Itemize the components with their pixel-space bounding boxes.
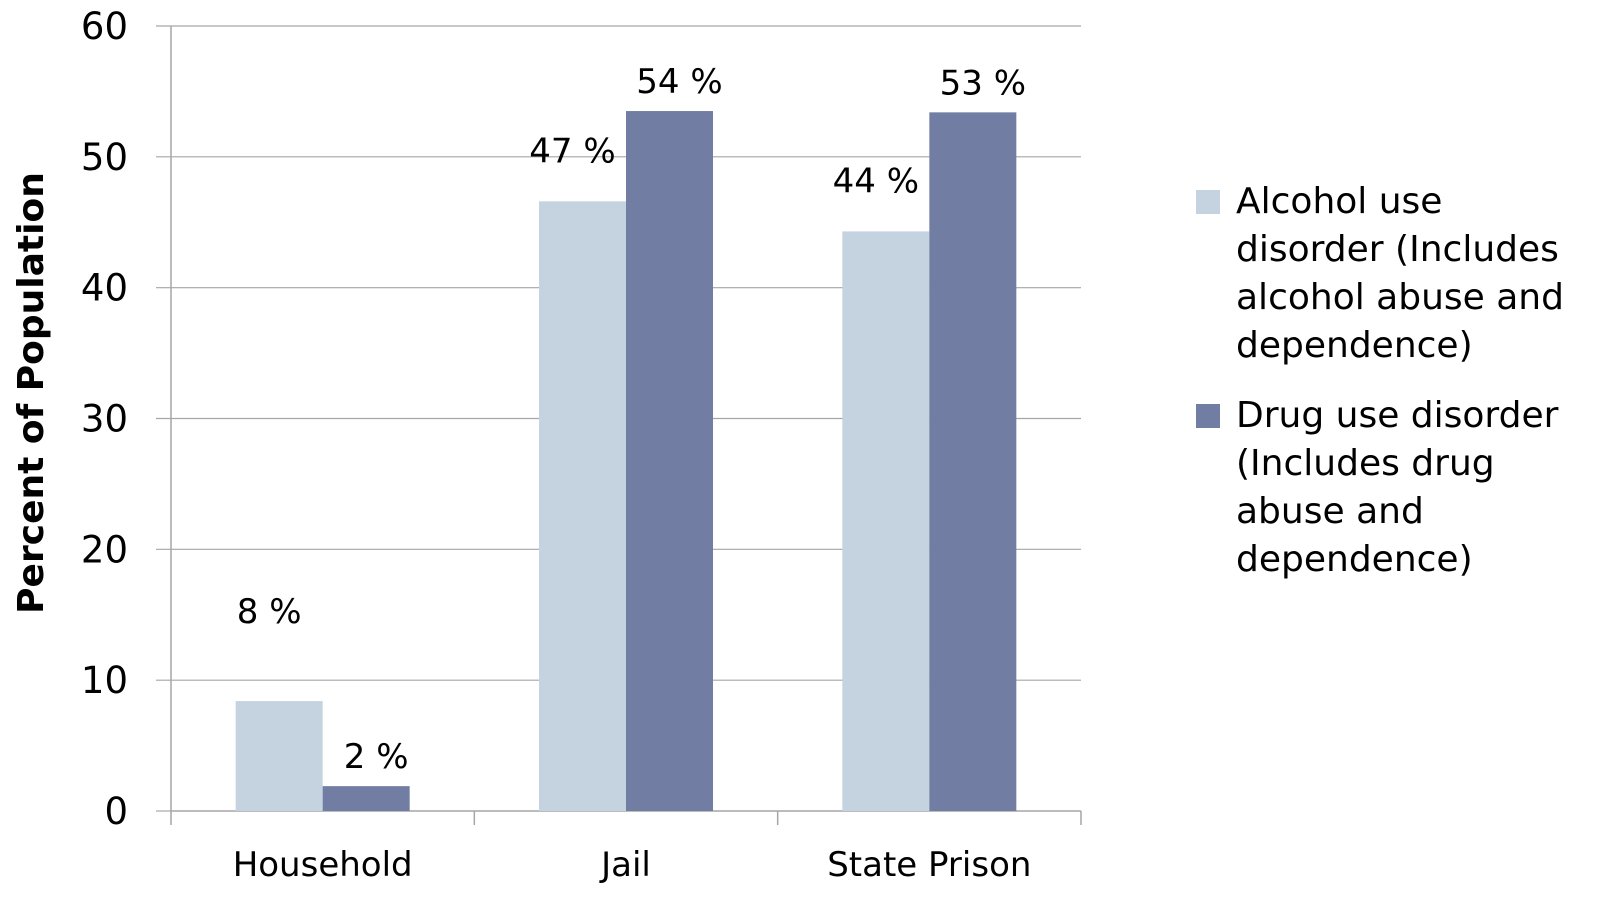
- bar-drug: [322, 786, 410, 811]
- data-label: 53 %: [940, 63, 1026, 103]
- legend: Alcohol use disorder (Includes alcohol a…: [1196, 178, 1596, 584]
- x-tick-label: Jail: [599, 845, 651, 885]
- y-axis-label: Percent of Population: [11, 172, 52, 614]
- data-labels: 8 % 2 % 47 % 54 % 44 % 53 %: [237, 62, 1026, 777]
- bar-alcohol: [235, 701, 323, 811]
- y-tick-label: 20: [81, 528, 128, 571]
- legend-swatch: [1196, 190, 1220, 214]
- bars: [235, 111, 1017, 812]
- x-tick-label: Household: [233, 845, 413, 885]
- data-label: 47 %: [529, 131, 615, 171]
- y-tick-label: 50: [81, 136, 128, 179]
- y-tick-label: 10: [81, 659, 128, 702]
- y-tick-label: 30: [81, 398, 128, 441]
- y-tick-label: 40: [81, 267, 128, 310]
- legend-swatch: [1196, 404, 1220, 428]
- legend-label: Drug use disorder (Includes drug abuse a…: [1236, 395, 1559, 580]
- x-tick-labels: Household Jail State Prison: [233, 845, 1032, 885]
- legend-item: Alcohol use disorder (Includes alcohol a…: [1196, 178, 1596, 370]
- data-label: 8 %: [237, 592, 302, 632]
- legend-item: Drug use disorder (Includes drug abuse a…: [1196, 392, 1596, 584]
- y-tick-labels: 0 10 20 30 40 50 60: [81, 5, 128, 833]
- data-label: 2 %: [344, 737, 409, 777]
- bar-drug: [929, 112, 1017, 812]
- data-label: 44 %: [833, 161, 919, 201]
- y-tick-label: 60: [81, 5, 128, 48]
- legend-label: Alcohol use disorder (Includes alcohol a…: [1236, 181, 1564, 366]
- bar-alcohol: [842, 231, 930, 812]
- y-tick-label: 0: [104, 790, 128, 833]
- bar-alcohol: [539, 201, 626, 812]
- bar-drug: [626, 111, 713, 811]
- data-label: 54 %: [636, 62, 722, 102]
- x-tick-label: State Prison: [827, 845, 1031, 885]
